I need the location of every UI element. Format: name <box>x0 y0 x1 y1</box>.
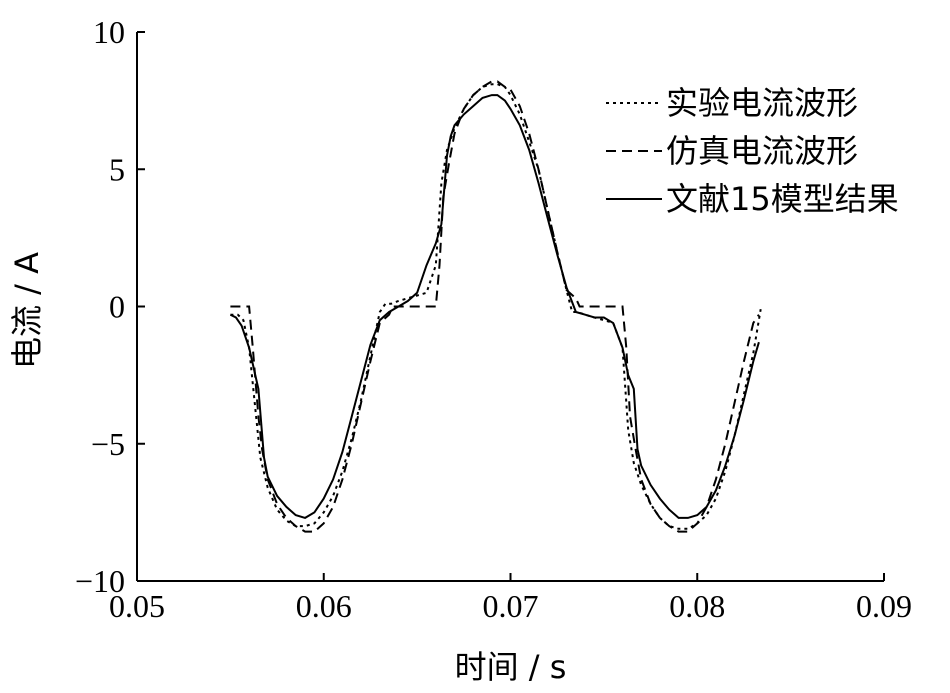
y-ticks: −10 −5 0 5 10 <box>75 14 145 599</box>
series-line-dotted <box>230 83 762 530</box>
x-tick-label: 0.07 <box>483 588 539 624</box>
x-axis-label: 时间 / s <box>455 648 567 686</box>
x-ticks: 0.05 0.06 0.07 0.08 0.09 <box>109 573 912 624</box>
y-tick-label: −10 <box>75 563 125 599</box>
x-tick-label: 0.05 <box>109 588 165 624</box>
y-axis-label: 电流 / A <box>8 252 46 369</box>
legend-label: 文献15模型结果 <box>666 180 899 218</box>
series-group <box>229 80 762 533</box>
y-tick-label: −5 <box>91 426 125 462</box>
x-tick-label: 0.08 <box>669 588 725 624</box>
legend-label: 实验电流波形 <box>666 84 858 122</box>
x-tick-label: 0.09 <box>856 588 912 624</box>
legend-label: 仿真电流波形 <box>666 132 858 170</box>
x-tick-label: 0.06 <box>296 588 352 624</box>
y-tick-label: 10 <box>93 14 125 50</box>
y-tick-label: 0 <box>109 289 125 325</box>
series-line-solid <box>229 94 760 519</box>
y-tick-label: 5 <box>109 151 125 187</box>
